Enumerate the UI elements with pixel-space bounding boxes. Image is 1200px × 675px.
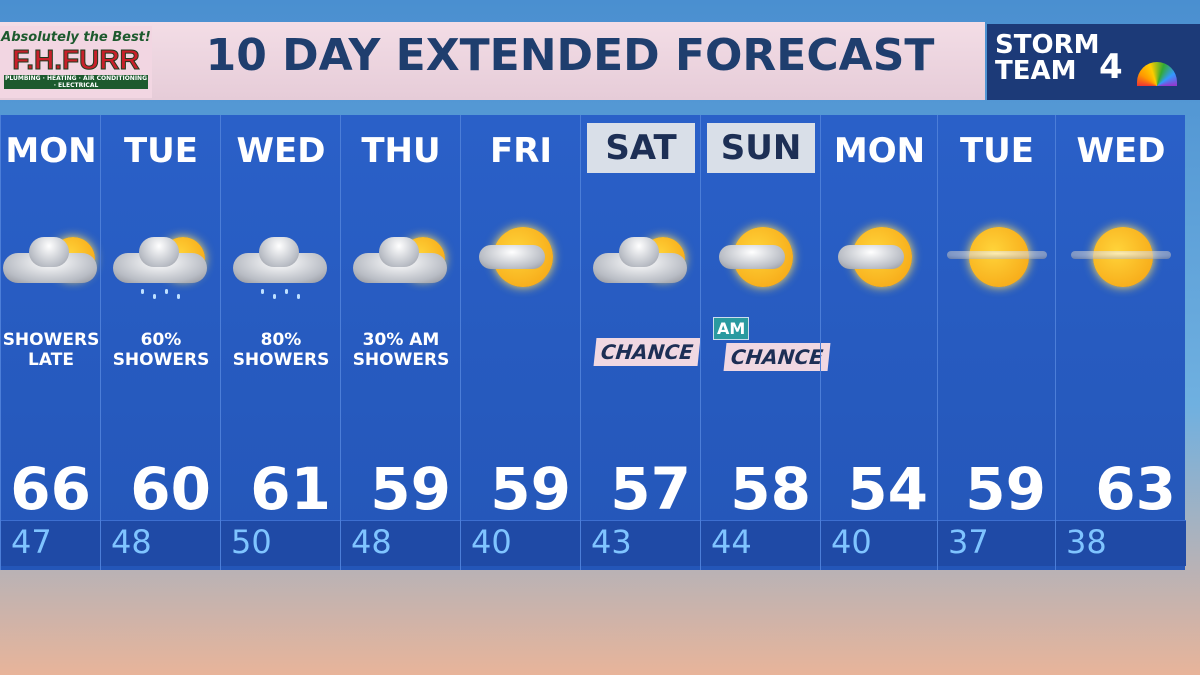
mostly-sunny-icon: [471, 215, 571, 295]
forecast-description: 30% AM SHOWERS: [341, 330, 461, 370]
sponsor-services: PLUMBING · HEATING · AIR CONDITIONING · …: [4, 75, 148, 89]
low-temp: 43: [591, 523, 632, 561]
high-temp: 59: [370, 455, 451, 523]
low-temp-bar: 48: [341, 520, 461, 566]
high-temp: 58: [730, 455, 811, 523]
forecast-day: MON SHOWERS LATE 66 47: [0, 115, 101, 570]
description-line: 80%: [260, 330, 302, 350]
showers-icon: [111, 215, 211, 299]
high-temp: 57: [610, 455, 691, 523]
forecast-day: WED 63 38: [1055, 115, 1186, 570]
low-temp-bar: 47: [1, 520, 101, 566]
low-temp-bar: 48: [101, 520, 221, 566]
low-temp: 40: [831, 523, 872, 561]
sunny-windy-icon: [947, 215, 1047, 295]
low-temp: 50: [231, 523, 272, 561]
low-temp-bar: 43: [581, 520, 701, 566]
chance-tag: CHANCE: [593, 338, 701, 366]
forecast-day: FRI 59 40: [460, 115, 581, 570]
sponsor-logo: Absolutely the Best! F.H.FURR PLUMBING ·…: [0, 26, 152, 98]
day-label: FRI: [489, 131, 553, 171]
forecast-day: THU 30% AM SHOWERS 59 48: [340, 115, 461, 570]
low-temp: 37: [948, 523, 989, 561]
day-label: THU: [361, 131, 441, 171]
am-badge: AM: [713, 317, 750, 340]
day-label: TUE: [959, 131, 1035, 171]
low-temp: 48: [111, 523, 152, 561]
low-temp-bar: 40: [821, 520, 938, 566]
description-line: SHOWERS: [352, 350, 450, 370]
high-temp: 60: [130, 455, 211, 523]
sunny-windy-icon: [1071, 215, 1171, 295]
partly-cloudy-icon: [351, 215, 451, 295]
header-bar: [0, 22, 985, 100]
mostly-sunny-icon: [711, 215, 811, 295]
day-label: WED: [1076, 131, 1166, 171]
low-temp-bar: 37: [938, 520, 1056, 566]
high-temp: 61: [250, 455, 331, 523]
brand-line2: TEAM: [995, 56, 1077, 86]
low-temp: 38: [1066, 523, 1107, 561]
description-line: 60%: [140, 330, 182, 350]
day-label: SUN: [707, 123, 815, 173]
partly-cloudy-icon: [1, 215, 101, 295]
description-line: SHOWERS: [2, 330, 100, 350]
description-line: LATE: [28, 350, 74, 370]
description-line: 30% AM: [362, 330, 440, 350]
brand-line1: STORM: [995, 30, 1100, 60]
low-temp-bar: 40: [461, 520, 581, 566]
forecast-day: WED 80% SHOWERS 61 50: [220, 115, 341, 570]
low-temp: 48: [351, 523, 392, 561]
day-label: MON: [5, 131, 97, 171]
sponsor-tagline: Absolutely the Best!: [1, 30, 151, 45]
station-logo: STORM TEAM 4: [987, 24, 1200, 100]
low-temp-bar: 50: [221, 520, 341, 566]
forecast-day: TUE 60% SHOWERS 60 48: [100, 115, 221, 570]
high-temp: 59: [490, 455, 571, 523]
chance-tag: CHANCE: [723, 343, 831, 371]
forecast-day: SUN AM CHANCE 58 44: [700, 115, 831, 570]
forecast-description: SHOWERS LATE: [1, 330, 101, 370]
low-temp: 44: [711, 523, 752, 561]
forecast-panel: MON SHOWERS LATE 66 47 TUE 60% SHOWERS 60 48 WED 80…: [0, 115, 1186, 570]
high-temp: 54: [847, 455, 928, 523]
sponsor-name: F.H.FURR: [12, 44, 141, 75]
low-temp-bar: 44: [701, 520, 821, 566]
description-line: SHOWERS: [232, 350, 330, 370]
forecast-day: TUE 59 37: [937, 115, 1056, 570]
rain-icon: [231, 215, 331, 299]
high-temp: 59: [965, 455, 1046, 523]
brand-number: 4: [1099, 47, 1123, 87]
forecast-day: SAT CHANCE 57 43: [580, 115, 701, 570]
page-title: 10 DAY EXTENDED FORECAST: [205, 30, 935, 81]
partly-cloudy-icon: [591, 215, 691, 295]
low-temp: 40: [471, 523, 512, 561]
forecast-description: 80% SHOWERS: [221, 330, 341, 370]
day-label: WED: [236, 131, 326, 171]
low-temp-bar: 38: [1056, 520, 1186, 566]
low-temp: 47: [11, 523, 52, 561]
day-label: TUE: [123, 131, 199, 171]
description-line: SHOWERS: [112, 350, 210, 370]
high-temp: 66: [10, 455, 91, 523]
day-label: SAT: [587, 123, 695, 173]
forecast-description: 60% SHOWERS: [101, 330, 221, 370]
day-label: MON: [833, 131, 926, 171]
high-temp: 63: [1095, 455, 1176, 523]
forecast-day: MON 54 40: [820, 115, 938, 570]
mostly-sunny-icon: [830, 215, 930, 295]
